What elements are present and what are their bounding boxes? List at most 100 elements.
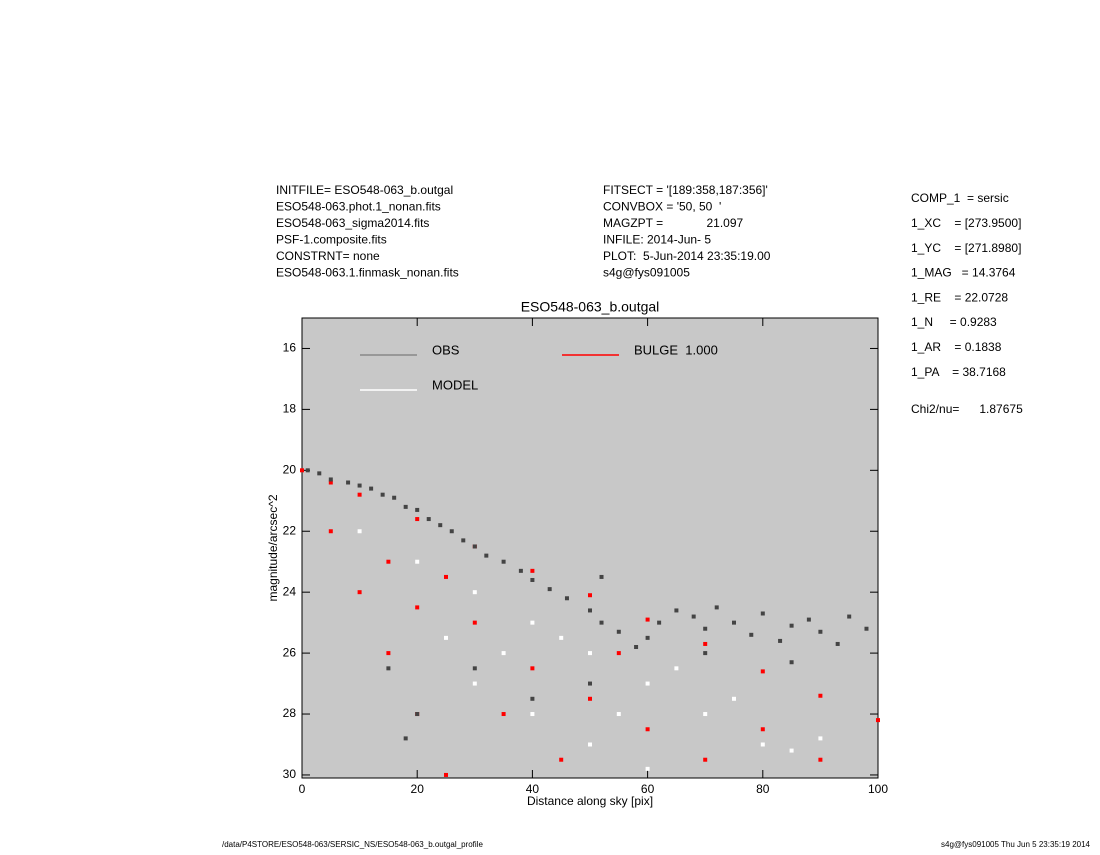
y-axis-label: magnitude/arcsec^2 — [266, 494, 280, 601]
data-point — [444, 772, 448, 777]
data-point — [760, 742, 765, 747]
x-tick-label: 20 — [411, 782, 425, 796]
data-point — [760, 669, 765, 674]
header-line: PSF-1.composite.fits — [276, 233, 387, 247]
data-point — [749, 632, 754, 637]
data-point — [357, 483, 362, 488]
data-point — [547, 587, 552, 592]
data-point — [386, 651, 391, 656]
data-point — [328, 477, 333, 482]
data-point — [789, 660, 794, 665]
data-point — [403, 736, 408, 741]
data-point — [328, 529, 333, 534]
data-point — [518, 568, 523, 573]
data-point — [835, 641, 840, 646]
data-point — [559, 757, 564, 762]
data-point — [530, 568, 535, 573]
fit-parameter: 1_RE = 22.0728 — [911, 290, 1008, 304]
data-point — [876, 718, 880, 723]
fit-parameter: 1_YC = [271.8980] — [911, 241, 1021, 255]
data-point — [645, 635, 650, 640]
data-point — [444, 574, 448, 579]
data-point — [530, 696, 535, 701]
data-point — [588, 593, 592, 598]
data-point — [657, 620, 662, 625]
data-point — [703, 626, 708, 631]
chi2: Chi2/nu= 1.87675 — [911, 402, 1023, 416]
data-point — [559, 635, 564, 640]
data-point — [564, 596, 569, 601]
data-point — [472, 544, 477, 549]
data-point — [461, 538, 466, 543]
header-line: CONSTRNT= none — [276, 249, 380, 263]
data-point — [472, 666, 477, 671]
data-point — [778, 638, 783, 643]
data-point — [530, 666, 535, 671]
header-line: INFILE: 2014-Jun- 5 — [603, 233, 711, 247]
data-point — [415, 507, 420, 512]
fit-parameter: 1_AR = 0.1838 — [911, 340, 1002, 354]
data-point — [588, 608, 592, 613]
data-point — [415, 517, 420, 522]
data-point — [645, 727, 650, 732]
footer-stamp: s4g@fys091005 Thu Jun 5 23:35:19 2014 — [941, 840, 1091, 849]
y-tick-label: 20 — [283, 462, 297, 476]
data-point — [305, 468, 310, 473]
data-point — [357, 492, 362, 497]
header-line: MAGZPT = 21.097 — [603, 216, 743, 230]
data-point — [714, 605, 719, 610]
data-point — [357, 590, 362, 595]
data-point — [806, 617, 811, 622]
data-point — [760, 727, 765, 732]
data-point — [415, 605, 420, 610]
data-point — [392, 495, 397, 500]
x-tick-label: 0 — [299, 782, 306, 796]
data-point — [818, 736, 823, 741]
fit-parameter: 1_PA = 38.7168 — [911, 365, 1006, 379]
data-point — [760, 611, 765, 616]
data-point — [530, 712, 535, 717]
data-point — [674, 666, 679, 671]
data-point — [645, 766, 650, 771]
header-line: INITFILE= ESO548-063_b.outgal — [276, 183, 453, 197]
data-point — [588, 681, 592, 686]
data-point — [300, 468, 304, 473]
data-point — [501, 651, 506, 656]
data-point — [530, 577, 535, 582]
data-point — [864, 626, 869, 631]
data-point — [501, 712, 506, 717]
data-point — [674, 608, 679, 613]
y-tick-label: 16 — [283, 341, 297, 355]
data-point — [588, 696, 592, 701]
data-point — [328, 480, 333, 485]
data-point — [818, 693, 823, 698]
y-tick-label: 26 — [283, 645, 297, 659]
data-point — [472, 681, 477, 686]
data-point — [588, 742, 592, 747]
data-point — [691, 614, 696, 619]
data-point — [789, 748, 794, 753]
data-point — [599, 620, 604, 625]
x-tick-label: 40 — [526, 782, 540, 796]
data-point — [426, 517, 431, 522]
header-line: CONVBOX = '50, 50 ' — [603, 200, 721, 214]
header-line: ESO548-063.1.finmask_nonan.fits — [276, 266, 459, 280]
fit-parameter: 1_XC = [273.9500] — [911, 216, 1021, 230]
data-point — [530, 620, 535, 625]
header-line: PLOT: 5-Jun-2014 23:35:19.00 — [603, 249, 771, 263]
data-point — [645, 617, 650, 622]
header-line: ESO548-063_sigma2014.fits — [276, 216, 429, 230]
data-point — [588, 651, 592, 656]
y-tick-label: 28 — [283, 706, 297, 720]
data-point — [847, 614, 852, 619]
data-point — [501, 559, 506, 564]
plot-area — [301, 317, 879, 779]
data-point — [732, 620, 736, 625]
data-point — [634, 645, 639, 650]
fit-parameter: 1_MAG = 14.3764 — [911, 266, 1016, 280]
data-point — [317, 471, 322, 476]
data-point — [789, 623, 794, 628]
data-point — [472, 590, 477, 595]
data-point — [616, 651, 621, 656]
data-point — [357, 529, 362, 534]
